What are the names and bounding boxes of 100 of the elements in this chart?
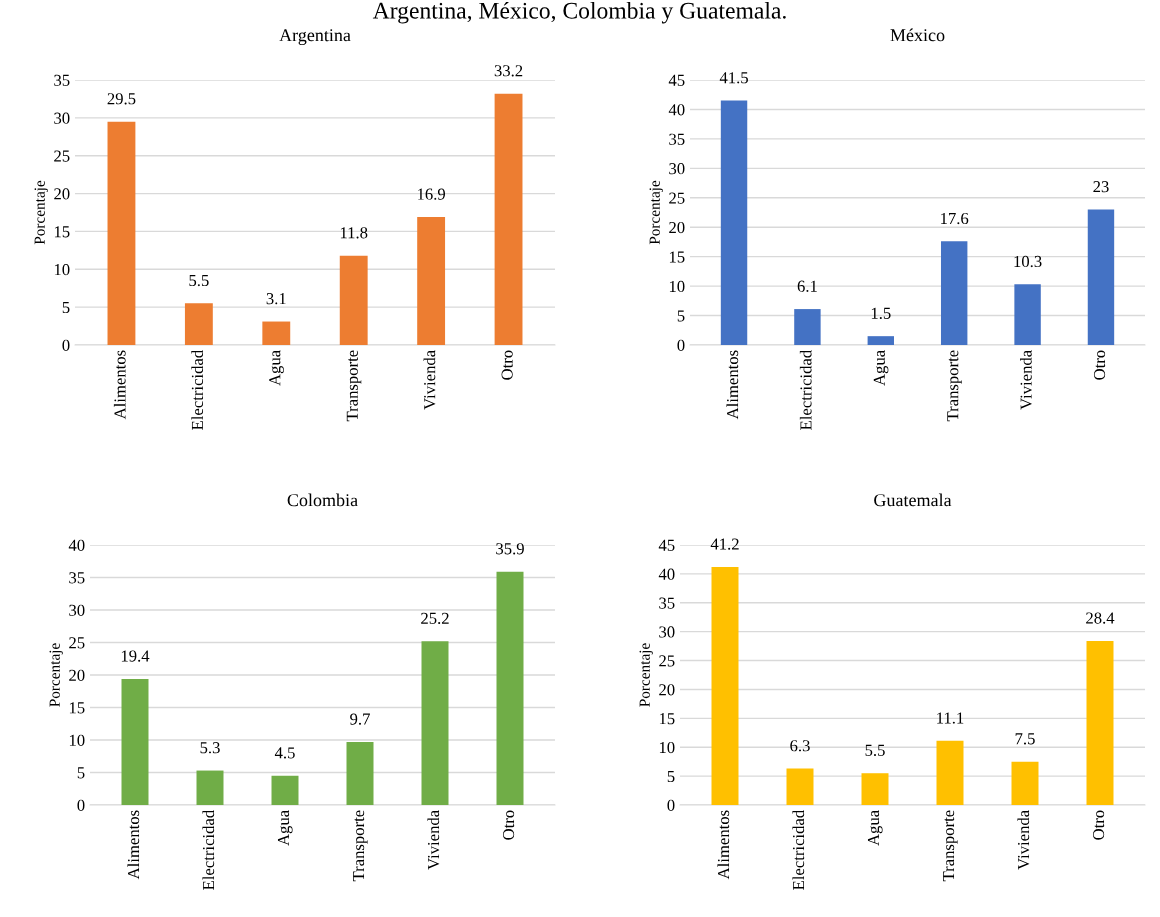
y-tick-label: 5 bbox=[62, 302, 70, 314]
bar bbox=[1087, 209, 1115, 345]
x-tick-label: Vivienda bbox=[1017, 810, 1030, 870]
data-label: 6.3 bbox=[790, 740, 810, 752]
bar bbox=[794, 309, 821, 345]
y-tick-label: 15 bbox=[669, 251, 685, 263]
y-tick-label: 0 bbox=[677, 339, 685, 351]
bar bbox=[786, 768, 814, 805]
y-tick-label: 15 bbox=[659, 713, 675, 725]
data-label: 33.2 bbox=[494, 65, 523, 77]
data-label: 41.2 bbox=[710, 538, 739, 550]
y-tick-label: 0 bbox=[77, 799, 85, 811]
data-label: 9.7 bbox=[350, 713, 370, 725]
bar bbox=[107, 121, 136, 345]
bar bbox=[421, 641, 449, 805]
x-tick-label: Otro bbox=[1093, 350, 1106, 380]
x-tick-label: Otro bbox=[502, 810, 515, 840]
y-tick-label: 5 bbox=[77, 767, 85, 779]
bar bbox=[867, 336, 895, 345]
bar bbox=[711, 566, 739, 805]
data-label: 6.1 bbox=[797, 280, 817, 292]
data-label: 1.5 bbox=[871, 307, 891, 319]
y-tick-label: 25 bbox=[659, 655, 675, 667]
bar bbox=[940, 241, 968, 345]
bar bbox=[121, 678, 149, 805]
y-tick-label: 5 bbox=[677, 310, 685, 322]
y-tick-label: 10 bbox=[69, 734, 85, 746]
y-axis-title: Porcentaje bbox=[649, 180, 663, 245]
y-tick-label: 25 bbox=[54, 150, 70, 162]
x-tick-label: Vivienda bbox=[423, 350, 436, 410]
y-tick-label: 25 bbox=[69, 637, 85, 649]
y-tick-label: 40 bbox=[668, 104, 685, 116]
y-tick-label: 15 bbox=[69, 702, 85, 714]
y-tick-label: 15 bbox=[54, 226, 70, 238]
bar bbox=[271, 775, 299, 805]
data-label: 17.6 bbox=[941, 212, 969, 225]
chart-title: Colombia bbox=[287, 493, 358, 507]
x-tick-label: Transporte bbox=[353, 810, 368, 882]
x-tick-label: Transporte bbox=[943, 810, 958, 882]
y-axis-title: Porcentaje bbox=[639, 643, 653, 707]
bar bbox=[1086, 640, 1114, 805]
y-tick-label: 20 bbox=[669, 221, 685, 234]
data-label: 5.5 bbox=[865, 744, 885, 757]
chart-title: Argentina bbox=[279, 29, 351, 46]
y-tick-label: 10 bbox=[54, 263, 70, 276]
data-label: 5.3 bbox=[200, 742, 220, 754]
y-tick-label: 0 bbox=[62, 339, 70, 351]
y-tick-label: 10 bbox=[659, 741, 675, 754]
x-tick-label: Electricidad bbox=[792, 810, 805, 890]
x-tick-label: Transporte bbox=[947, 350, 962, 422]
data-label: 41.5 bbox=[719, 72, 748, 84]
y-tick-label: 40 bbox=[68, 539, 85, 551]
bar bbox=[1011, 761, 1039, 805]
data-label: 35.9 bbox=[496, 543, 524, 555]
bar bbox=[346, 741, 374, 805]
y-axis-title: Porcentaje bbox=[49, 643, 63, 707]
y-tick-label: 10 bbox=[669, 280, 685, 293]
bar bbox=[936, 740, 964, 805]
bar bbox=[339, 255, 368, 345]
x-tick-label: Agua bbox=[269, 350, 284, 386]
y-tick-label: 35 bbox=[659, 597, 675, 609]
data-label: 11.8 bbox=[340, 227, 368, 239]
x-tick-label: Electricidad bbox=[191, 350, 204, 430]
y-tick-label: 25 bbox=[669, 192, 685, 204]
y-tick-label: 45 bbox=[658, 539, 675, 551]
x-tick-label: Vivienda bbox=[1020, 350, 1032, 410]
x-tick-label: Vivienda bbox=[427, 810, 440, 870]
y-tick-label: 40 bbox=[658, 568, 675, 580]
bar bbox=[720, 100, 748, 345]
x-tick-label: Alimentos bbox=[717, 810, 730, 880]
chart-title: Guatemala bbox=[874, 493, 952, 507]
y-tick-label: 30 bbox=[669, 163, 685, 175]
x-tick-label: Alimentos bbox=[726, 350, 739, 420]
y-tick-label: 20 bbox=[54, 188, 70, 200]
data-label: 5.5 bbox=[189, 275, 209, 287]
data-label: 29.5 bbox=[107, 93, 136, 105]
bar bbox=[861, 773, 889, 805]
data-label: 10.3 bbox=[1014, 255, 1042, 268]
data-label: 25.2 bbox=[421, 612, 449, 624]
data-label: 28.4 bbox=[1086, 612, 1115, 624]
x-tick-label: Agua bbox=[867, 810, 883, 846]
y-tick-label: 30 bbox=[659, 626, 675, 638]
x-tick-label: Alimentos bbox=[113, 350, 126, 420]
text: Argentina, México, Colombia y Guatemala. bbox=[372, 2, 786, 24]
y-tick-label: 30 bbox=[54, 112, 70, 124]
bar bbox=[1014, 284, 1041, 345]
x-tick-label: Otro bbox=[501, 350, 513, 380]
data-label: 19.4 bbox=[121, 650, 150, 662]
x-tick-label: Transporte bbox=[346, 350, 362, 422]
y-tick-label: 20 bbox=[69, 669, 85, 681]
bar bbox=[496, 571, 524, 805]
chart-title: México bbox=[890, 28, 945, 42]
y-tick-label: 35 bbox=[669, 133, 685, 145]
y-tick-label: 30 bbox=[69, 604, 85, 616]
y-tick-label: 35 bbox=[54, 74, 70, 86]
y-tick-label: 35 bbox=[69, 572, 85, 584]
bar bbox=[417, 217, 446, 345]
data-label: 11.1 bbox=[937, 712, 964, 724]
bar bbox=[494, 93, 523, 345]
bar bbox=[262, 321, 291, 345]
